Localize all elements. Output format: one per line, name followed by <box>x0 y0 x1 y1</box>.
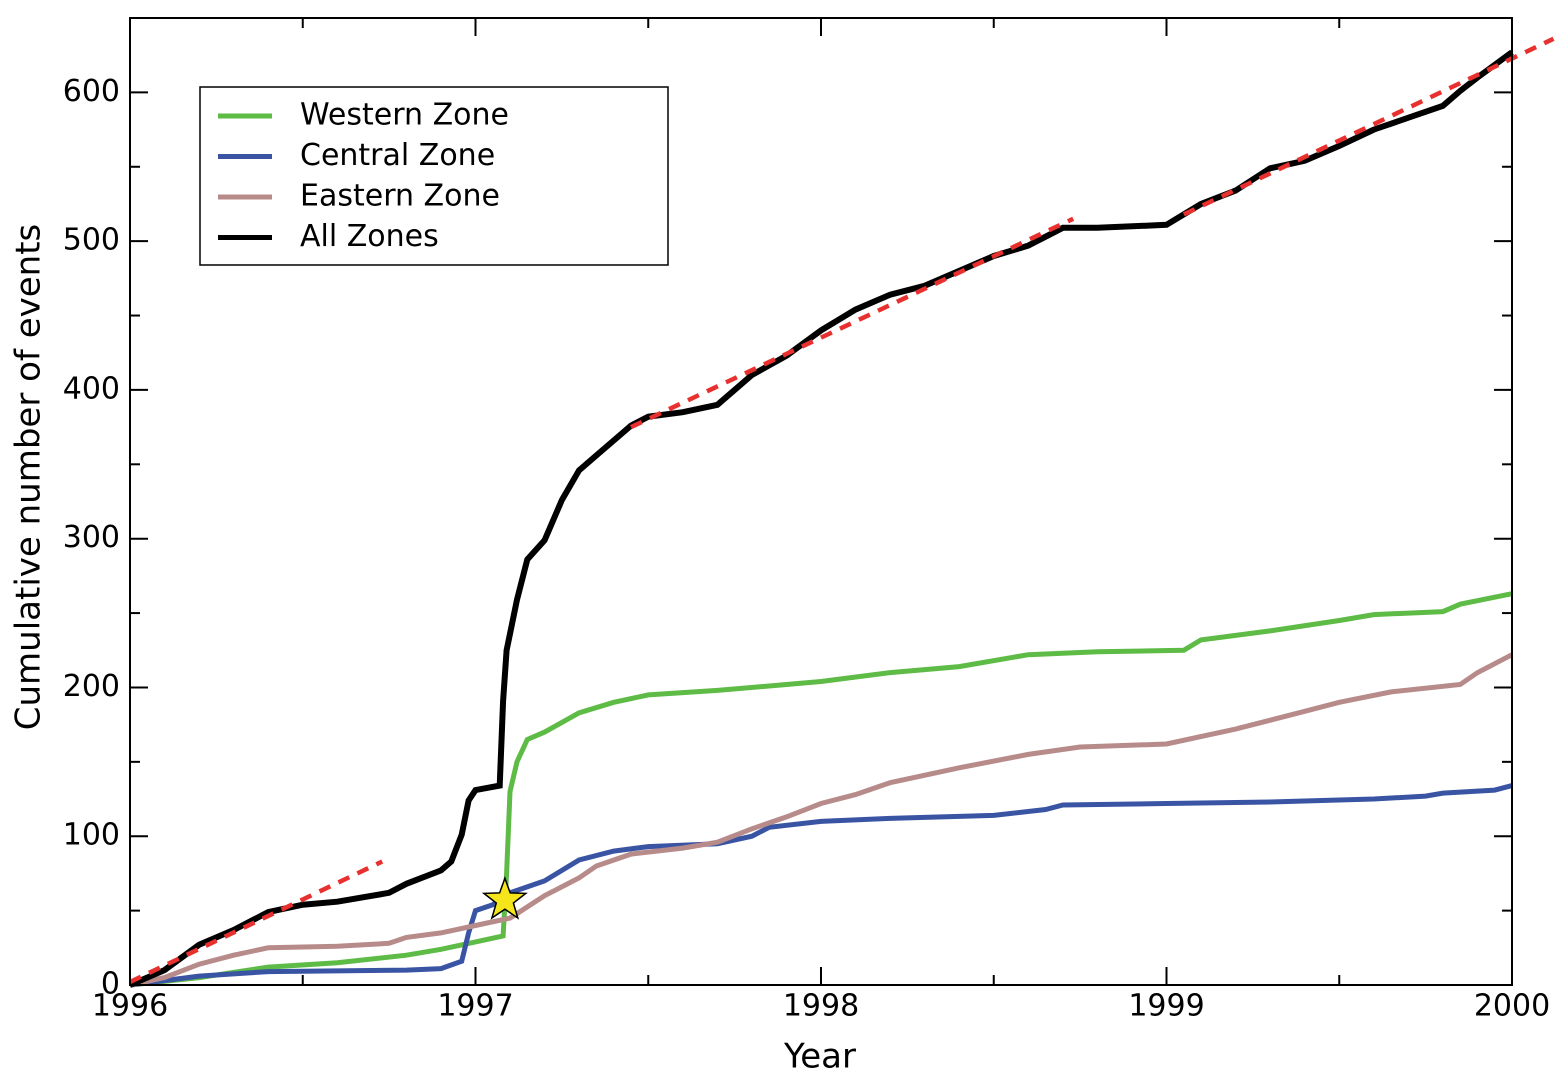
x-tick-label: 1997 <box>437 989 513 1024</box>
y-tick-label: 100 <box>63 818 120 853</box>
x-tick-label: 1998 <box>783 989 859 1024</box>
legend-label: Western Zone <box>300 98 509 133</box>
series-line <box>129 652 1514 988</box>
legend-label: All Zones <box>300 219 439 254</box>
y-tick-label: 500 <box>63 223 120 258</box>
y-tick-label: 400 <box>63 371 120 406</box>
y-axis-label: Cumulative number of events <box>9 224 49 731</box>
x-tick-label: 1999 <box>1128 989 1204 1024</box>
series-line <box>128 49 1514 988</box>
fit-line <box>129 859 384 985</box>
legend-box <box>199 86 669 266</box>
series-line <box>129 591 1513 988</box>
x-axis-label: Year <box>783 1037 856 1077</box>
y-tick-label: 300 <box>63 520 120 555</box>
legend-label: Central Zone <box>300 138 495 173</box>
y-tick-label: 0 <box>101 967 120 1002</box>
y-tick-label: 600 <box>63 74 120 109</box>
y-tick-label: 200 <box>63 669 120 704</box>
fit-line <box>1182 36 1555 217</box>
legend: Western Zone Central Zone Eastern Zone All … <box>199 86 669 266</box>
legend-label: Eastern Zone <box>300 179 500 214</box>
x-tick-label: 2000 <box>1474 989 1550 1024</box>
x-tick-label: 1996 <box>92 989 168 1024</box>
fit-line <box>630 216 1075 430</box>
series-line <box>129 783 1513 988</box>
star-marker <box>481 875 528 920</box>
